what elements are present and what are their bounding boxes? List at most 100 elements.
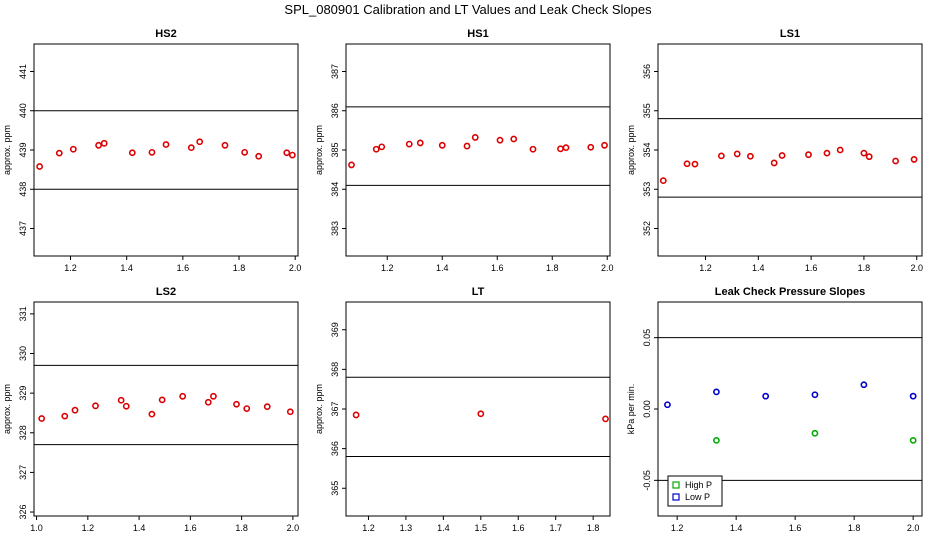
data-point [61, 412, 69, 420]
data-point [187, 144, 195, 152]
data-point [352, 411, 360, 419]
x-tick-label: 1.8 [587, 523, 600, 533]
data-point [778, 152, 786, 159]
data-point [288, 151, 296, 159]
panel-title: LS2 [156, 286, 176, 298]
x-tick-label: 2.0 [910, 263, 923, 273]
data-point [664, 401, 671, 409]
y-tick-label: 440 [18, 103, 28, 118]
data-point [100, 139, 108, 147]
data-point [910, 156, 918, 163]
y-tick-label: 352 [642, 221, 652, 236]
legend-box [667, 475, 723, 507]
x-tick-label: 1.6 [789, 523, 802, 533]
panel-title: LT [472, 286, 485, 298]
data-point [691, 160, 699, 168]
data-point [71, 406, 79, 414]
data-point [162, 141, 170, 148]
data-point [770, 159, 778, 167]
x-tick-label: 2.0 [601, 263, 614, 273]
y-axis-label: approx. ppm [2, 125, 12, 175]
legend-marker [672, 493, 680, 501]
x-tick-label: 1.2 [82, 523, 95, 533]
y-tick-label: 367 [330, 401, 340, 416]
data-point [747, 152, 754, 160]
plot-frame [345, 43, 611, 257]
y-tick-label: 368 [330, 362, 340, 377]
panel-leak: Leak Check Pressure Slopes kPa per min. 1.… [626, 286, 923, 533]
data-point [283, 149, 291, 157]
x-tick-label: 1.8 [235, 523, 248, 533]
data-point [496, 136, 504, 144]
data-point [122, 402, 130, 410]
data-point [117, 396, 125, 404]
data-point [55, 149, 63, 157]
y-tick-label: 326 [18, 505, 28, 520]
data-point [38, 415, 46, 422]
data-point [713, 388, 720, 396]
legend-label: Low P [685, 492, 710, 502]
y-tick-label: 331 [18, 306, 28, 321]
y-axis-label: approx. ppm [314, 125, 324, 175]
data-point [148, 410, 156, 418]
panel-hs2: HS2 approx. ppm 1.2 1.4 1.6 1.8 2.0 437 438 439 44… [2, 28, 301, 273]
x-tick-label: 1.2 [699, 263, 712, 273]
y-tick-label: 0.05 [642, 329, 652, 347]
y-tick-label: 383 [330, 221, 340, 236]
y-tick-label: 328 [18, 425, 28, 440]
data-point [860, 381, 868, 389]
data-point [659, 177, 667, 185]
x-tick-label: 1.3 [400, 523, 413, 533]
data-point [683, 160, 691, 168]
data-point [438, 141, 446, 149]
x-tick-label: 1.7 [549, 523, 562, 533]
plot-frame [33, 43, 299, 257]
y-axis-label: approx. ppm [314, 384, 324, 434]
data-point [348, 161, 355, 169]
data-point [416, 139, 424, 147]
x-tick-label: 1.4 [752, 263, 765, 273]
data-point [204, 398, 212, 406]
legend-label: High P [685, 480, 712, 490]
y-tick-label: 439 [18, 142, 28, 157]
data-point [221, 141, 229, 149]
x-tick-label: 1.5 [475, 523, 488, 533]
data-point [762, 392, 770, 400]
data-point [255, 152, 263, 160]
x-tick-label: 1.8 [858, 263, 871, 273]
panel-ls1: LS1 approx. ppm 1.2 1.4 1.6 1.8 2.0 352 353 354 35… [626, 28, 923, 273]
data-point [557, 145, 564, 153]
data-point [471, 134, 479, 141]
x-tick-label: 1.2 [671, 523, 684, 533]
data-point [241, 148, 249, 156]
x-tick-label: 1.4 [436, 263, 449, 273]
data-point [378, 143, 386, 151]
plot-frame [657, 43, 923, 257]
x-tick-label: 1.6 [491, 263, 504, 273]
x-tick-label: 1.8 [233, 263, 246, 273]
y-tick-label: 0.00 [642, 400, 652, 418]
data-point [601, 141, 608, 149]
data-point [148, 148, 156, 156]
data-point [823, 149, 831, 157]
plot-frame [33, 301, 299, 517]
x-tick-label: 2.0 [907, 523, 920, 533]
data-point [95, 141, 102, 149]
x-tick-label: 1.8 [546, 263, 559, 273]
data-point [733, 150, 741, 158]
data-point [372, 145, 380, 153]
data-point [243, 405, 251, 413]
legend: High P Low P [667, 475, 723, 507]
plot-frame [345, 301, 611, 517]
y-tick-label: 356 [642, 64, 652, 79]
y-tick-label: 354 [642, 142, 652, 157]
data-point [811, 391, 819, 399]
data-point [602, 415, 609, 423]
data-point [36, 163, 44, 170]
x-tick-label: 1.2 [362, 523, 375, 533]
y-axis-label: approx. ppm [2, 384, 12, 434]
y-tick-label: 385 [330, 142, 340, 157]
x-tick-label: 1.6 [805, 263, 818, 273]
panel-title: HS2 [155, 28, 176, 40]
y-tick-label: 384 [330, 182, 340, 197]
